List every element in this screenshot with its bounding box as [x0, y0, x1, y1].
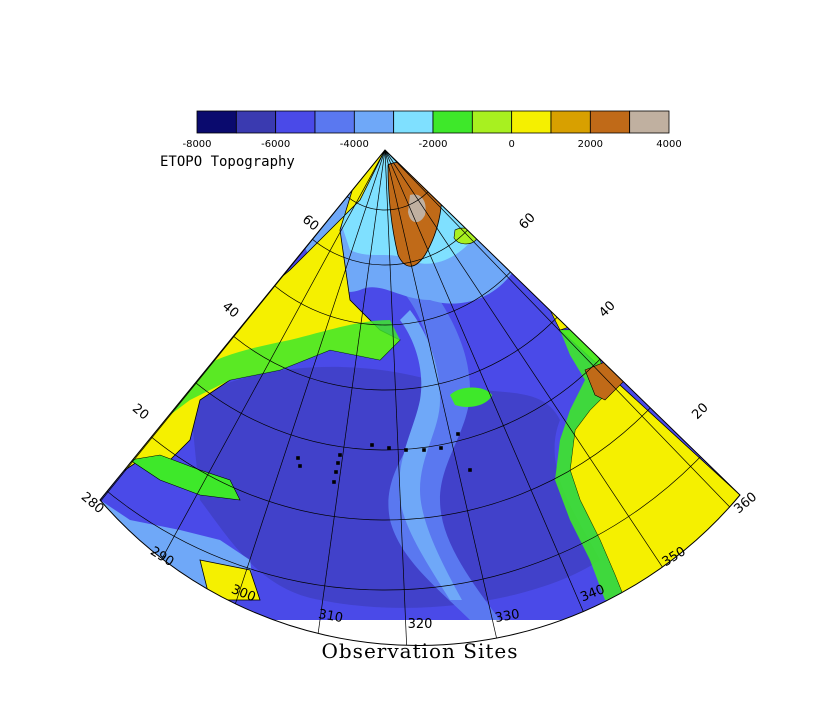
meridian-line — [384, 150, 409, 646]
observation-site-marker — [468, 468, 472, 472]
observation-site-marker — [336, 461, 340, 465]
observation-sites — [296, 432, 472, 484]
south-america — [199, 559, 261, 601]
latitude-label-right: 40 — [596, 298, 618, 320]
ridge-crest — [399, 310, 462, 600]
colorbar-swatch — [393, 110, 434, 134]
parallel-line — [100, 150, 740, 591]
parallel-line — [144, 150, 626, 391]
colorbar-tick-label: -2000 — [418, 139, 447, 150]
latitude-label-right: 60 — [516, 210, 538, 232]
latitude-label-left: 40 — [219, 299, 241, 321]
observation-site-marker — [422, 448, 426, 452]
colorbar-swatch — [314, 110, 355, 134]
parallel-line — [100, 150, 686, 451]
observation-site-marker — [387, 446, 391, 450]
map-title: Observation Sites — [321, 639, 518, 663]
azores-plateau — [450, 387, 492, 407]
colorbar-tick-label: 0 — [508, 139, 514, 150]
colorbar-tick-label: 4000 — [656, 139, 681, 150]
colorbar-swatch — [589, 110, 631, 134]
meridian-line — [384, 150, 591, 628]
meridian-line — [384, 150, 674, 584]
longitude-label: 320 — [408, 617, 433, 632]
parallel-line — [324, 150, 446, 211]
colorbar-tick-label: -4000 — [340, 139, 369, 150]
longitude-label: 310 — [317, 607, 344, 626]
observation-site-marker — [334, 470, 338, 474]
colorbar: -8000 -6000 -4000 -2000 0 2000 4000 — [182, 110, 682, 150]
colorbar-swatch — [511, 110, 552, 134]
colorbar-swatch — [275, 110, 316, 134]
meridian-line — [135, 150, 386, 607]
colorbar-swatch — [353, 110, 395, 134]
colorbar-swatch — [550, 110, 591, 134]
continental-shelf-east — [555, 330, 625, 600]
colorbar-tick-label: -8000 — [182, 139, 211, 150]
observation-site-marker — [370, 443, 374, 447]
caribbean-islands — [129, 454, 241, 501]
latitude-label-left: 20 — [129, 401, 151, 423]
colorbar-swatch — [629, 110, 670, 134]
parallel-line — [269, 150, 501, 266]
observation-site-marker — [439, 446, 443, 450]
meridian-line — [221, 150, 386, 644]
colorbar-swatch — [471, 110, 513, 134]
parallel-line — [209, 150, 561, 326]
meridian-line — [384, 150, 740, 525]
observation-site-marker — [298, 464, 302, 468]
observation-site-marker — [338, 453, 342, 457]
colorbar-tick-label: -6000 — [261, 139, 290, 150]
graticule — [100, 150, 740, 646]
meridian-line — [384, 150, 502, 646]
map-body — [100, 150, 740, 620]
observation-site-marker — [404, 448, 408, 452]
longitude-label: 280 — [78, 490, 107, 517]
colorbar-tick-label: 2000 — [578, 139, 603, 150]
longitude-label: 330 — [494, 607, 521, 626]
observation-site-marker — [456, 432, 460, 436]
observation-site-marker — [296, 456, 300, 460]
colorbar-swatch — [432, 110, 473, 134]
greenland-ice-cap — [408, 194, 426, 223]
meridian-line — [313, 150, 386, 646]
latitude-label-right: 20 — [689, 400, 711, 422]
colorbar-title: ETOPO Topography — [160, 154, 295, 170]
latitude-label-left: 60 — [299, 212, 321, 234]
parallel-line — [100, 150, 740, 521]
colorbar-swatch — [196, 110, 237, 134]
colorbar-swatch — [235, 110, 277, 134]
observation-site-marker — [332, 480, 336, 484]
